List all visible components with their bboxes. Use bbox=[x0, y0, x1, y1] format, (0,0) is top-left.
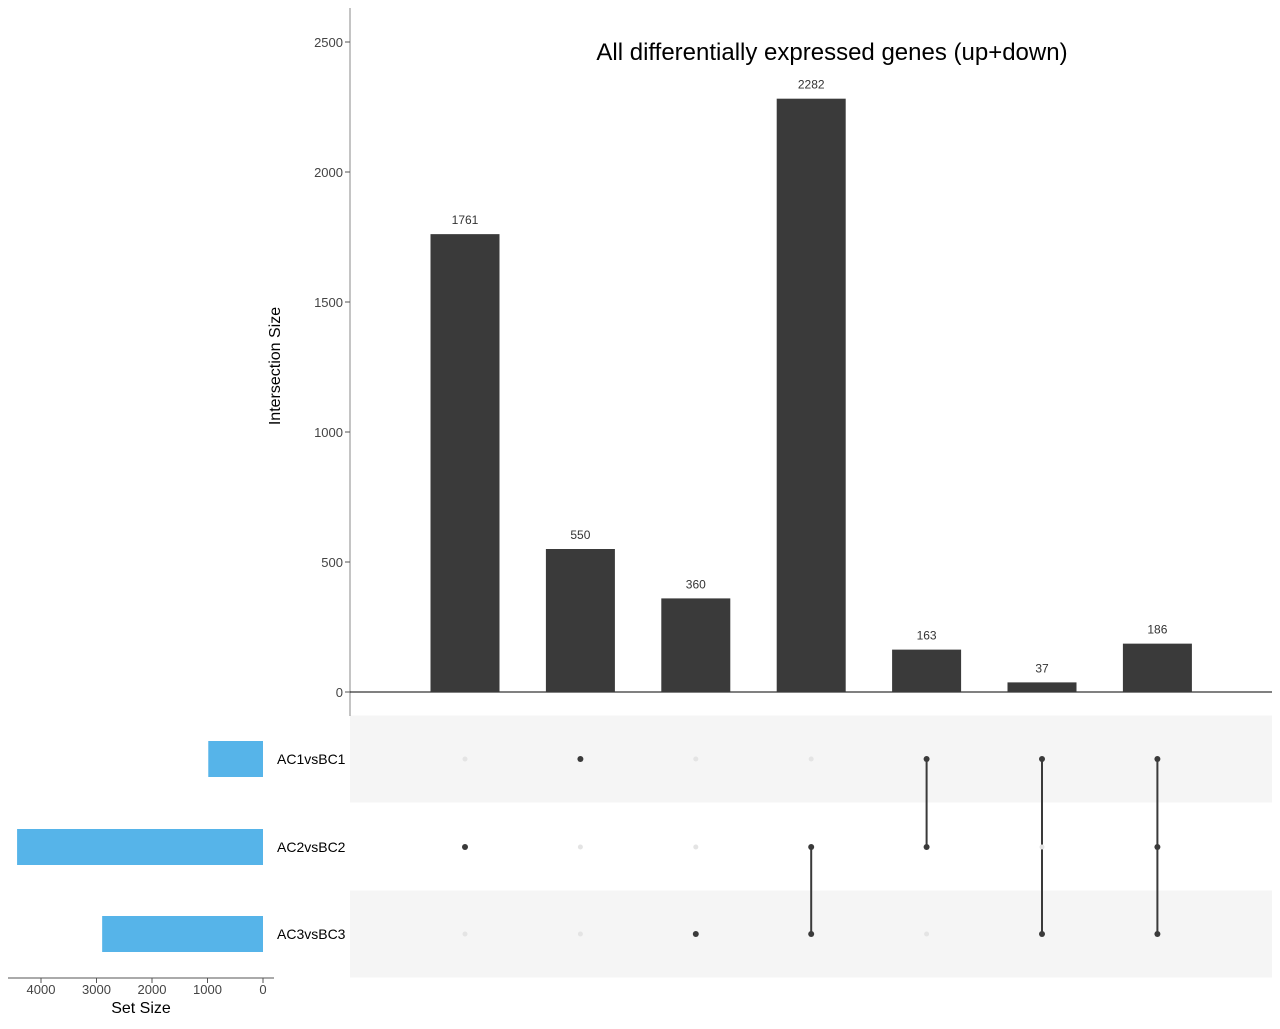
matrix-dot-inactive bbox=[693, 844, 699, 850]
matrix-dot-active bbox=[808, 844, 815, 850]
set-size-bars: AC1vsBC1 AC2vsBC2 AC3vsBC3 bbox=[17, 741, 346, 952]
matrix-dot-active bbox=[1039, 931, 1045, 937]
matrix-dot-inactive bbox=[577, 844, 583, 850]
intersection-bar-label: 186 bbox=[1147, 623, 1167, 637]
y-tick-label: 1500 bbox=[314, 295, 343, 310]
matrix-dot-active bbox=[577, 756, 584, 762]
matrix-dot-active bbox=[1154, 931, 1161, 937]
set-size-tick-label: 2000 bbox=[138, 982, 167, 997]
matrix-dot-inactive bbox=[577, 931, 583, 937]
set-size-bar bbox=[17, 829, 264, 865]
matrix-dot-active bbox=[808, 931, 815, 937]
set-size-tick-label: 3000 bbox=[82, 982, 111, 997]
matrix-dot-active bbox=[1154, 844, 1161, 850]
intersection-bar bbox=[776, 98, 846, 693]
set-size-axis-title: Set Size bbox=[111, 1000, 171, 1017]
matrix-dot-active bbox=[923, 844, 930, 850]
matrix-dot-inactive bbox=[462, 756, 468, 762]
set-label: AC2vsBC2 bbox=[277, 839, 346, 855]
intersection-bar bbox=[1122, 643, 1192, 692]
matrix-dot-inactive bbox=[693, 756, 699, 762]
intersection-bar-label: 163 bbox=[917, 629, 937, 643]
intersection-size-axis-title: Intersection Size bbox=[267, 307, 284, 425]
set-size-tick-label: 0 bbox=[259, 982, 266, 997]
intersection-matrix bbox=[462, 756, 1161, 937]
chart-title: All differentially expressed genes (up+d… bbox=[596, 39, 1067, 66]
intersection-bar-label: 37 bbox=[1035, 661, 1049, 675]
intersection-bar bbox=[892, 649, 962, 692]
matrix-dot-active bbox=[462, 844, 468, 850]
intersection-bar bbox=[545, 549, 615, 692]
intersection-bar-label: 360 bbox=[686, 577, 706, 591]
intersection-size-axis: 0 500 1000 1500 2000 2500 bbox=[314, 8, 1272, 716]
y-tick-label: 500 bbox=[321, 555, 343, 570]
matrix-dot-active bbox=[1154, 756, 1161, 762]
intersection-bar-label: 1761 bbox=[452, 213, 479, 227]
intersection-bar-label: 2282 bbox=[798, 78, 825, 92]
set-size-axis: 4000 3000 2000 1000 0 bbox=[8, 977, 274, 997]
y-tick-label: 2500 bbox=[314, 35, 343, 50]
set-size-bar bbox=[102, 916, 263, 952]
intersection-bar bbox=[430, 234, 500, 692]
set-label: AC1vsBC1 bbox=[277, 751, 346, 767]
intersection-bar bbox=[661, 598, 731, 692]
matrix-dot-active bbox=[692, 931, 699, 937]
matrix-dot-active bbox=[1039, 756, 1045, 762]
set-label: AC3vsBC3 bbox=[277, 926, 346, 942]
matrix-dot-active bbox=[923, 756, 930, 762]
intersection-bar bbox=[1007, 682, 1077, 692]
set-size-tick-label: 1000 bbox=[193, 982, 222, 997]
matrix-dot-inactive bbox=[462, 931, 468, 937]
set-size-tick-label: 4000 bbox=[27, 982, 56, 997]
intersection-bar-label: 550 bbox=[570, 528, 590, 542]
matrix-dot-inactive bbox=[1039, 844, 1045, 850]
set-size-bar bbox=[208, 741, 263, 777]
y-tick-label: 1000 bbox=[314, 425, 343, 440]
matrix-dot-inactive bbox=[924, 931, 930, 937]
intersection-bars: 1761 550 360 2282 163 37 186 bbox=[430, 78, 1192, 693]
y-tick-label: 2000 bbox=[314, 165, 343, 180]
matrix-dot-inactive bbox=[808, 756, 814, 762]
y-tick-label: 0 bbox=[336, 685, 343, 700]
